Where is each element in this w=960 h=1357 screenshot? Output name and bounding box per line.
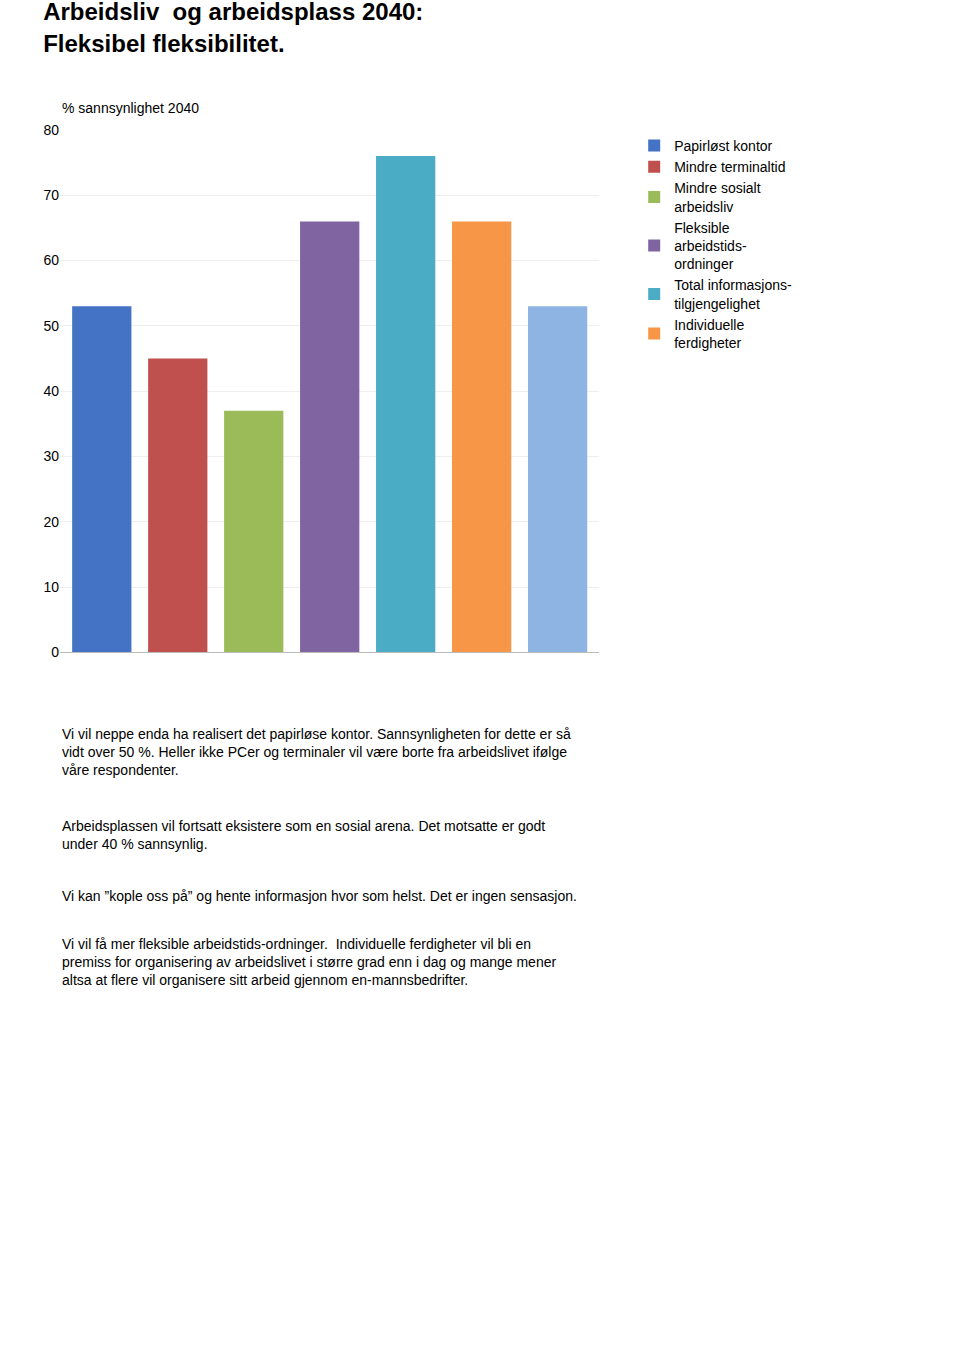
svg-text:10: 10 xyxy=(43,579,59,595)
svg-text:40: 40 xyxy=(43,383,59,399)
svg-text:Individuelleferdigheter: Individuelleferdigheter xyxy=(674,317,744,351)
svg-text:50: 50 xyxy=(43,318,59,334)
svg-text:Total informasjons-tilgjengeli: Total informasjons-tilgjengelighet xyxy=(674,277,792,311)
svg-text:30: 30 xyxy=(43,448,59,464)
svg-text:Fleksiblearbeidstids-ordninger: Fleksiblearbeidstids-ordninger xyxy=(674,220,747,272)
svg-text:Vi vil neppe enda ha realisert: Vi vil neppe enda ha realisert det papir… xyxy=(62,726,571,778)
svg-text:Papirløst kontor: Papirløst kontor xyxy=(674,138,772,154)
svg-text:70: 70 xyxy=(43,187,59,203)
svg-text:20: 20 xyxy=(43,514,59,530)
svg-text:% sannsynlighet 2040: % sannsynlighet 2040 xyxy=(62,100,199,116)
svg-text:Mindre terminaltid: Mindre terminaltid xyxy=(674,159,785,175)
svg-text:Arbeidsplassen vil fortsatt ek: Arbeidsplassen vil fortsatt eksistere so… xyxy=(62,818,545,852)
svg-text:Mindre sosialtarbeidsliv: Mindre sosialtarbeidsliv xyxy=(674,180,760,214)
svg-text:Vi kan ”kople oss på” og hente: Vi kan ”kople oss på” og hente informasj… xyxy=(62,888,577,904)
svg-text:80: 80 xyxy=(43,122,59,138)
svg-text:Vi vil få mer fleksible arbeid: Vi vil få mer fleksible arbeidstids-ordn… xyxy=(62,936,556,988)
svg-text:Arbeidsliv og arbeidsplass 20: Arbeidsliv og arbeidsplass 2040:Fleksibe… xyxy=(43,0,423,57)
svg-text:60: 60 xyxy=(43,252,59,268)
svg-text:0: 0 xyxy=(51,644,59,660)
